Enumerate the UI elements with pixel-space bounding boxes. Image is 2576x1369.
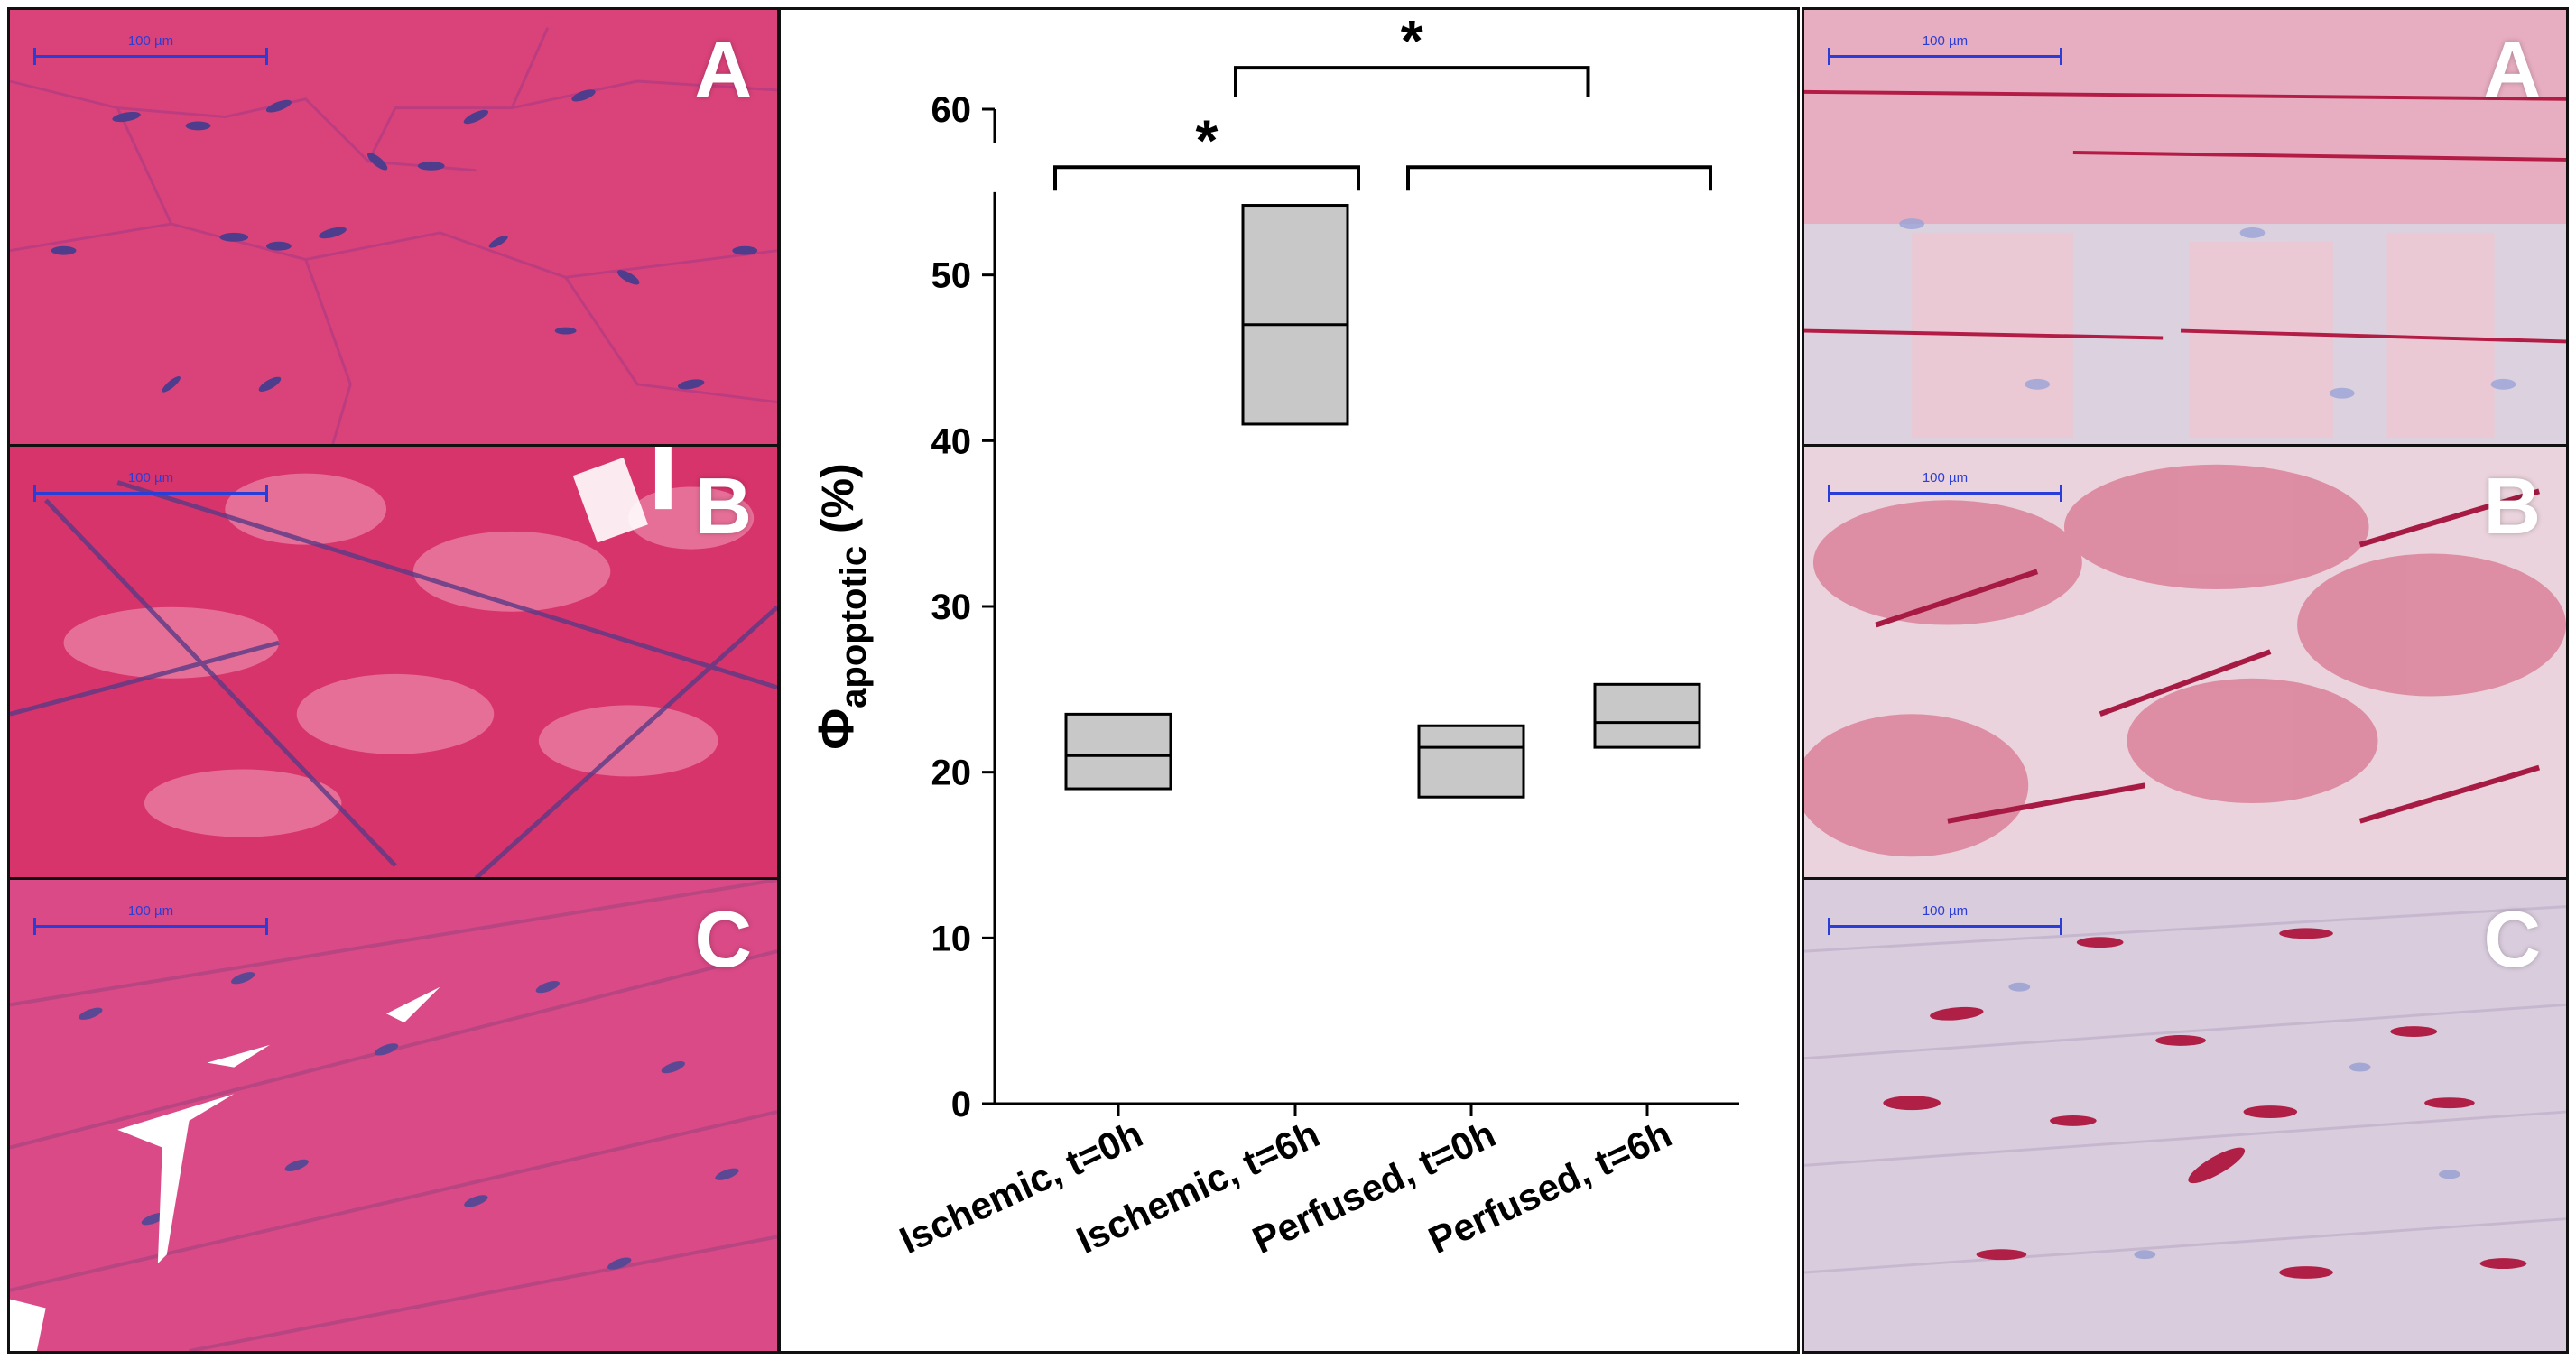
significance-star: * [1401,10,1423,73]
scale-bar-tick [2060,918,2062,935]
panel-letter: B [694,461,752,550]
significance-bracket-top [1234,66,1590,97]
scale-bar: 100 µm [1828,903,2062,939]
scale-bar-tick [265,485,268,502]
micrograph-right-a: 100 µm A [1802,7,2569,448]
scale-bar-tick [265,918,268,935]
scale-bar-label: 100 µm [1922,470,1969,486]
scale-bar-label: 100 µm [127,33,174,49]
scale-bar-tick [1828,918,1830,935]
scale-bar-line [33,925,268,928]
y-tick-label: 50 [931,256,972,296]
scale-bar-label: 100 µm [127,903,174,919]
he-tissue-image [10,447,777,878]
scale-bar-line [33,492,268,495]
y-tick-label: 20 [931,754,972,793]
scale-bar-tick [33,48,36,65]
scale-bar-tick [1828,485,1830,502]
he-tissue-image [10,880,777,1351]
he-tissue-image [10,10,777,445]
scale-bar-label: 100 µm [127,470,174,486]
significance-bracket [1053,165,1360,191]
scale-bar: 100 µm [1828,470,2062,506]
y-tick-label: 0 [951,1085,971,1124]
scale-bar-tick [1828,48,1830,65]
scale-bar-line [33,55,268,58]
micrograph-left-a: 100 µm A [7,7,780,448]
box-plot-panel: 0 10 20 30 40 50 60 Φapoptotic (%) Ischemic, t=0… [778,7,1800,1354]
scale-bar-label: 100 µm [1922,33,1969,49]
y-tick-label: 40 [931,421,972,461]
ihc-tissue-image [1804,880,2566,1351]
box-3 [1417,724,1525,799]
micrograph-left-b: 100 µm B [7,444,780,881]
scale-bar-line [1828,492,2062,495]
panel-letter: A [2483,24,2541,114]
y-tick-label: 60 [931,90,972,130]
y-axis-label: Φapoptotic (%) [807,463,874,750]
scale-bar-tick [33,918,36,935]
micrograph-left-c: 100 µm C [7,877,780,1354]
panel-letter: C [694,894,752,984]
ihc-tissue-image [1804,10,2566,445]
micrograph-right-b: 100 µm B [1802,444,2569,881]
scale-bar: 100 µm [33,33,268,69]
scale-bar: 100 µm [1828,33,2062,69]
panel-letter: B [2483,461,2541,550]
panel-letter: A [694,24,752,114]
scale-bar-label: 100 µm [1922,903,1969,919]
scale-bar: 100 µm [33,470,268,506]
scale-bar-tick [2060,485,2062,502]
ihc-tissue-image [1804,447,2566,878]
significance-star: * [1196,107,1219,172]
scale-bar: 100 µm [33,903,268,939]
y-tick-label: 30 [931,587,972,627]
scale-bar-tick [265,48,268,65]
box-4 [1593,682,1701,749]
box-2 [1241,204,1349,426]
significance-bracket [1406,165,1712,191]
scale-bar-tick [33,485,36,502]
scale-bar-line [1828,55,2062,58]
scale-bar-line [1828,925,2062,928]
box-1 [1064,712,1172,791]
micrograph-right-c: 100 µm C [1802,877,2569,1354]
scale-bar-tick [2060,48,2062,65]
y-tick-label: 10 [931,919,972,958]
panel-letter: C [2483,894,2541,984]
